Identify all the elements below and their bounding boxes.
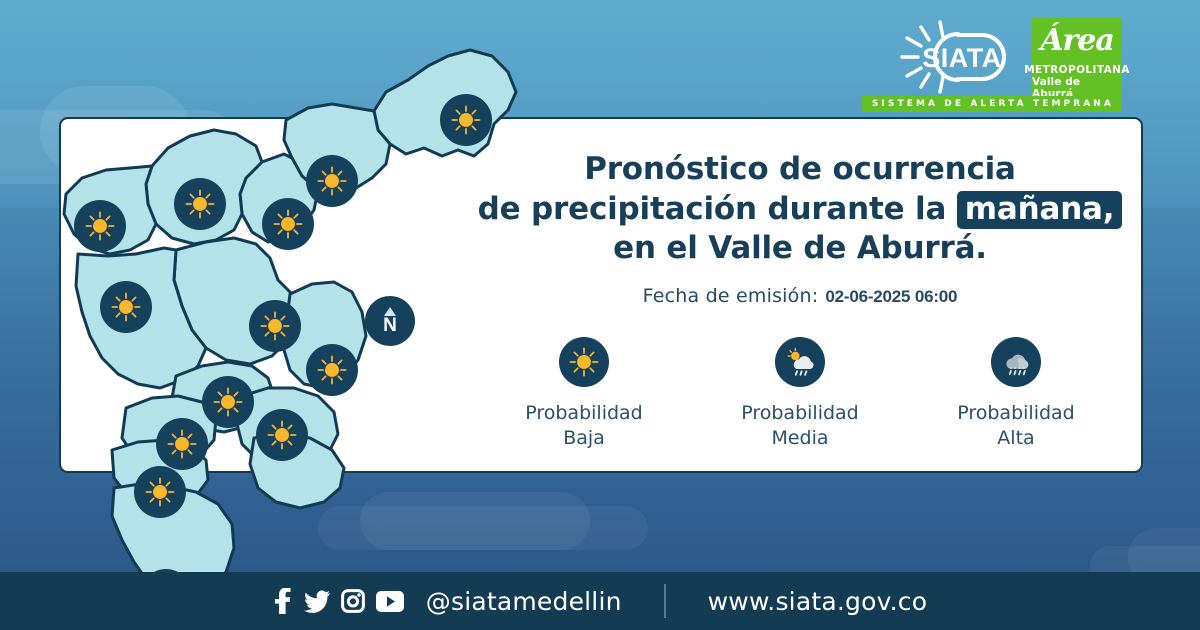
social-icons bbox=[273, 588, 404, 614]
legend-item-medium: Probabilidad Media bbox=[735, 337, 865, 450]
sun-icon bbox=[315, 164, 349, 198]
legend-label-medium: Probabilidad Media bbox=[741, 401, 859, 450]
website-url[interactable]: www.siata.gov.co bbox=[707, 586, 928, 616]
page-title: Pronóstico de ocurrencia de precipitació… bbox=[478, 150, 1123, 269]
issue-date-label: Fecha de emisión: bbox=[642, 285, 819, 308]
map-marker-guarne bbox=[306, 344, 358, 396]
cloud-decoration-bottom-center bbox=[318, 506, 648, 550]
footer-bar: @siatamedellin www.siata.gov.co bbox=[0, 572, 1200, 630]
sun-icon bbox=[265, 418, 299, 452]
sun-icon bbox=[559, 337, 609, 388]
sun-icon bbox=[183, 187, 217, 221]
cloud-rain-icon bbox=[991, 337, 1041, 388]
youtube-icon[interactable] bbox=[375, 590, 404, 612]
cloud-decoration-bottom-center-puff bbox=[360, 492, 590, 550]
amva-script-wordmark: Área bbox=[1040, 23, 1115, 58]
title-line-1: Pronóstico de ocurrencia bbox=[584, 151, 1016, 187]
legend-label-line-2: Media bbox=[771, 426, 829, 449]
title-line-3: en el Valle de Aburrá. bbox=[613, 230, 987, 267]
siata-tagline: SISTEMA DE ALERTA TEMPRANA bbox=[861, 96, 1122, 112]
sun-icon bbox=[271, 207, 305, 241]
legend-item-low: Probabilidad Baja bbox=[519, 337, 649, 450]
legend-item-high: Probabilidad Alta bbox=[951, 337, 1081, 450]
legend-label-line-1: Probabilidad bbox=[741, 402, 859, 425]
valle-de-aburra-map: N bbox=[56, 44, 536, 621]
sun-icon bbox=[211, 385, 245, 419]
map-marker-bello bbox=[249, 300, 301, 352]
probability-legend: Probabilidad Baja Probabilidad Media Proba… bbox=[519, 337, 1081, 450]
map-marker-itagui bbox=[202, 376, 254, 428]
twitter-icon[interactable] bbox=[303, 588, 330, 614]
legend-label-line-2: Baja bbox=[563, 426, 605, 449]
north-arrow-icon bbox=[384, 307, 396, 317]
legend-label-low: Probabilidad Baja bbox=[525, 401, 643, 450]
sun-rain-icon bbox=[775, 337, 825, 388]
area-metropolitana-logo: Área METROPOLITANA Valle de Aburrá bbox=[1024, 18, 1129, 100]
map-marker-medellin bbox=[100, 281, 152, 333]
instagram-icon[interactable] bbox=[340, 589, 365, 613]
sun-icon bbox=[143, 475, 177, 509]
sun-icon bbox=[109, 290, 143, 324]
title-line-2: de precipitación durante la mañana, bbox=[478, 190, 1123, 230]
logo-group: SIATA Área METROPOLITANA Valle de Aburrá bbox=[896, 18, 1129, 100]
map-marker-sabaneta bbox=[156, 418, 208, 470]
period-highlight: mañana, bbox=[956, 190, 1123, 230]
legend-label-high: Probabilidad Alta bbox=[957, 401, 1075, 450]
map-marker-barbosa bbox=[440, 94, 492, 146]
sun-icon bbox=[449, 103, 483, 137]
legend-label-line-2: Alta bbox=[997, 426, 1035, 449]
map-marker-copacabana bbox=[262, 198, 314, 250]
compass-label: N bbox=[383, 315, 397, 337]
sun-icon bbox=[315, 353, 349, 387]
social-handle[interactable]: @siatamedellin bbox=[425, 586, 622, 616]
siata-logo: SIATA bbox=[896, 18, 1028, 96]
sun-icon bbox=[258, 309, 292, 343]
sun-cloud-icon: SIATA bbox=[900, 20, 1006, 94]
map-marker-san-jeronimo bbox=[74, 200, 126, 252]
map-marker-san-pedro bbox=[174, 178, 226, 230]
sun-icon bbox=[165, 427, 199, 461]
sun-icon bbox=[83, 209, 117, 243]
legend-label-line-1: Probabilidad bbox=[525, 402, 643, 425]
map-marker-envigado bbox=[256, 409, 308, 461]
facebook-icon[interactable] bbox=[273, 588, 293, 614]
map-marker-la-estrella bbox=[134, 466, 186, 518]
compass-rose: N bbox=[365, 296, 415, 346]
amva-line-1: METROPOLITANA bbox=[1024, 64, 1130, 76]
issue-date-value: 02-06-2025 06:00 bbox=[825, 287, 958, 307]
map-marker-girardota bbox=[306, 155, 358, 207]
footer-divider bbox=[663, 584, 666, 618]
issue-date-row: Fecha de emisión: 02-06-2025 06:00 bbox=[643, 285, 958, 307]
forecast-text-block: Pronóstico de ocurrencia de precipitació… bbox=[470, 150, 1130, 450]
svg-text:SIATA: SIATA bbox=[922, 43, 1002, 73]
title-line-2-text: de precipitación durante la bbox=[477, 190, 947, 227]
legend-label-line-1: Probabilidad bbox=[957, 402, 1075, 425]
